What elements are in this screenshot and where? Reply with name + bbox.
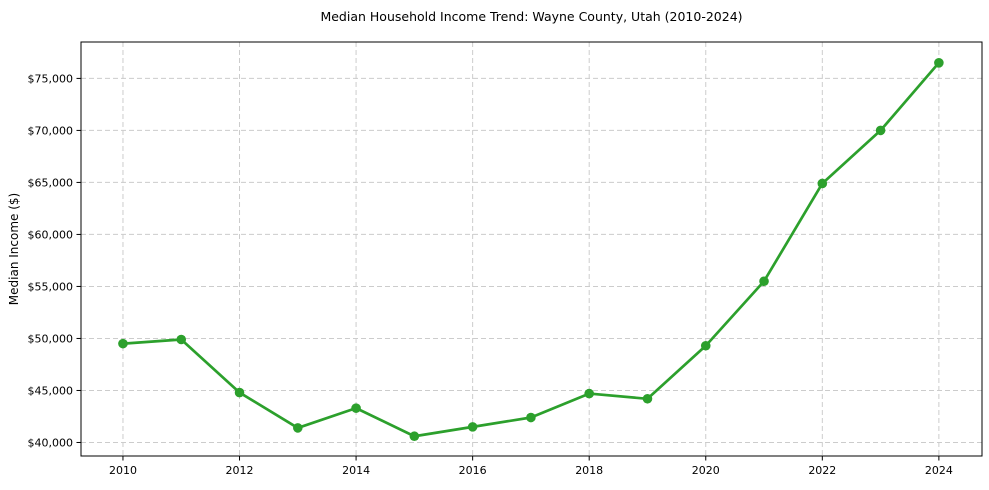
y-tick-label: $70,000 xyxy=(28,124,74,137)
y-tick-label: $75,000 xyxy=(28,72,74,85)
x-tick-label: 2022 xyxy=(808,464,836,477)
data-point-2022 xyxy=(817,178,828,189)
data-point-2021 xyxy=(759,276,769,287)
data-point-2019 xyxy=(642,393,653,404)
chart-title: Median Household Income Trend: Wayne Cou… xyxy=(320,9,743,24)
x-tick-label: 2010 xyxy=(109,464,137,477)
data-point-2016 xyxy=(467,422,478,432)
x-tick-label: 2012 xyxy=(226,464,254,477)
data-point-2020 xyxy=(700,340,711,351)
x-tick-label: 2014 xyxy=(342,464,370,477)
data-point-2024 xyxy=(934,58,944,68)
x-tick-label: 2016 xyxy=(459,464,487,477)
y-tick-label: $60,000 xyxy=(28,228,74,241)
y-tick-label: $55,000 xyxy=(28,280,74,293)
data-point-2017 xyxy=(526,412,536,423)
data-point-2023 xyxy=(875,125,886,136)
data-point-2018 xyxy=(584,388,594,399)
data-point-2011 xyxy=(176,334,187,345)
data-point-2012 xyxy=(234,387,245,398)
data-point-2013 xyxy=(292,423,303,433)
y-tick-label: $40,000 xyxy=(28,436,74,449)
x-tick-label: 2024 xyxy=(925,464,953,477)
y-tick-label: $65,000 xyxy=(28,176,74,189)
plot-border xyxy=(80,41,983,457)
y-tick-label: $45,000 xyxy=(28,384,74,397)
x-tick-label: 2018 xyxy=(575,464,603,477)
data-point-2015 xyxy=(409,431,420,442)
data-point-2010 xyxy=(118,338,128,349)
x-tick-label: 2020 xyxy=(692,464,720,477)
y-tick-label: $50,000 xyxy=(28,332,74,345)
data-point-2014 xyxy=(351,403,361,413)
series-line xyxy=(121,61,941,438)
